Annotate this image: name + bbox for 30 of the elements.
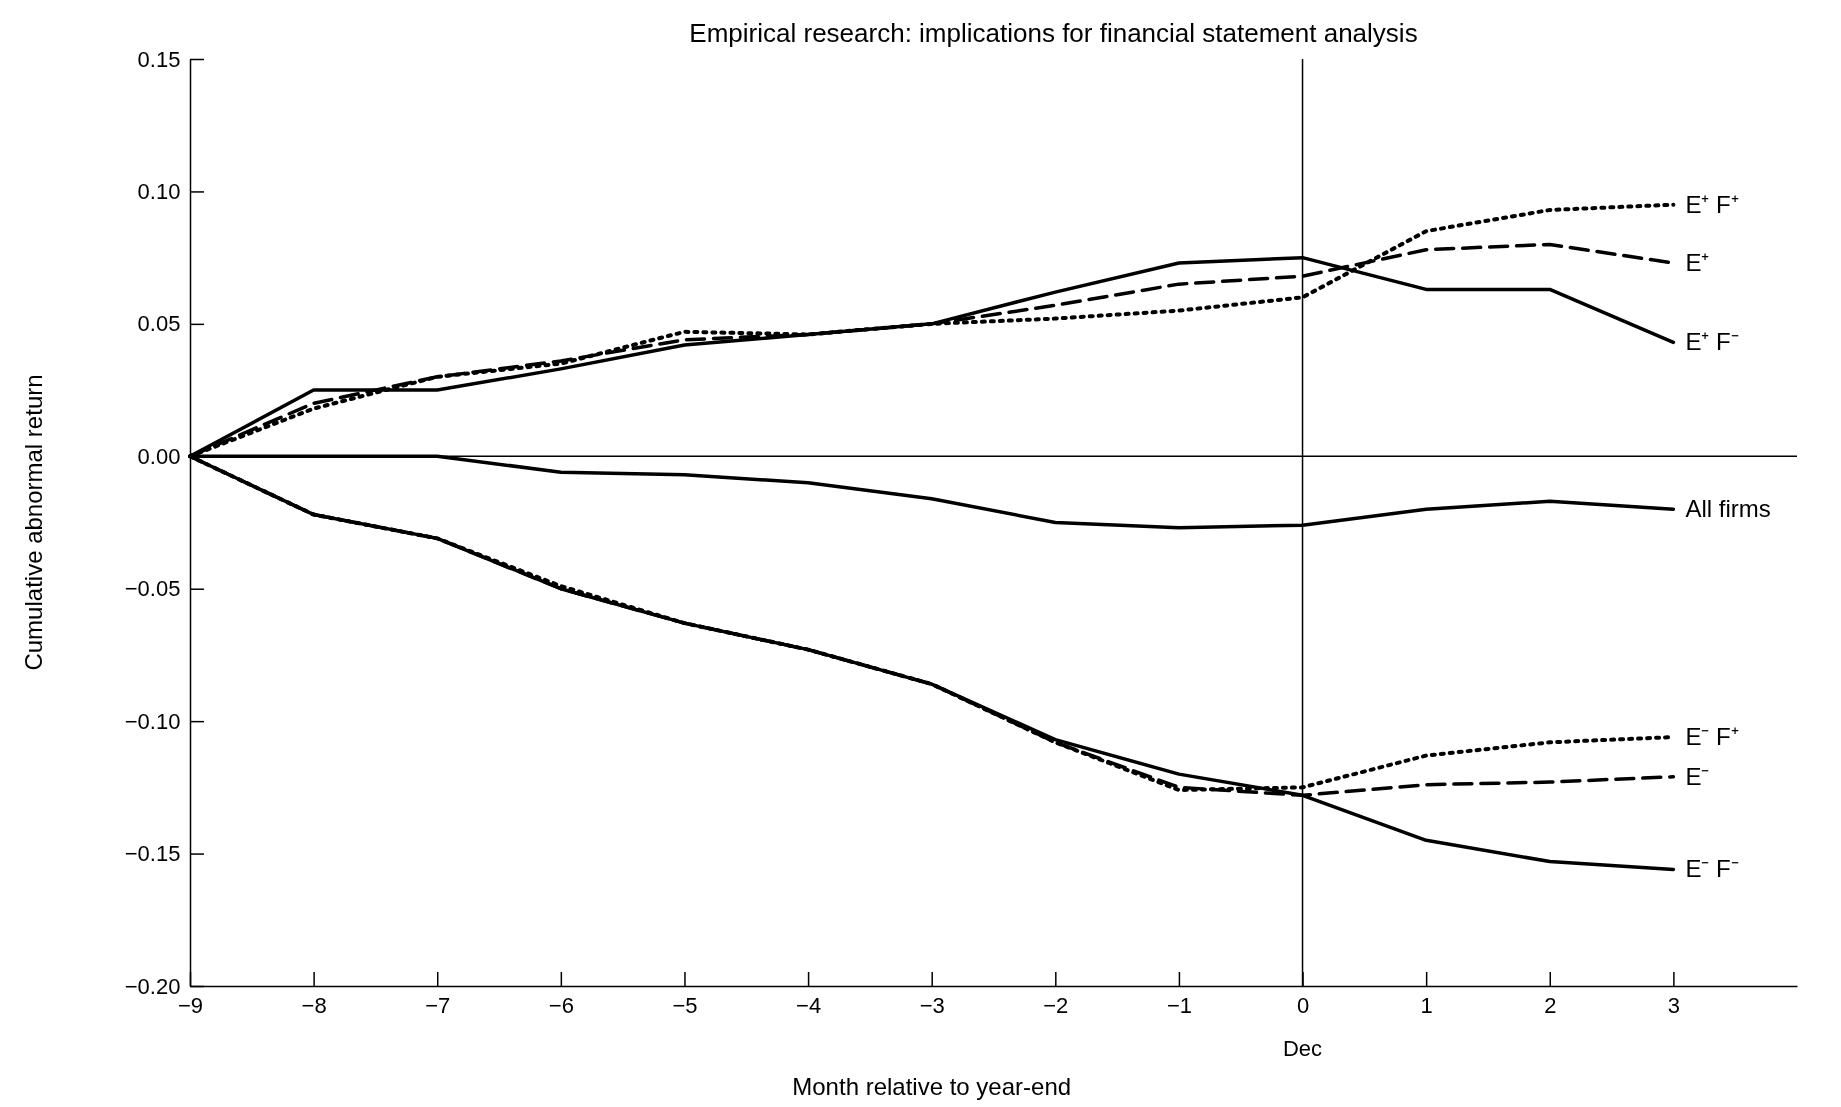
series-label: E⁺ F⁺ [1685, 190, 1739, 218]
series-label: E⁻ F⁺ [1685, 723, 1739, 751]
x-tick-label: 0 [1296, 993, 1310, 1019]
y-tick-label: −0.15 [124, 841, 181, 867]
x-tick-label: −6 [548, 993, 574, 1019]
y-tick-label: 0.05 [137, 311, 181, 337]
chart-title: Empirical research: implications for financial statement analysis [689, 18, 1418, 48]
y-tick-label: −0.10 [124, 708, 181, 734]
x-tick-label: 3 [1667, 993, 1681, 1019]
y-tick-label: 0.00 [137, 443, 181, 469]
y-tick-label: 0.15 [137, 46, 181, 72]
series-label: E⁺ F⁻ [1685, 328, 1739, 356]
y-tick-label: 0.10 [137, 178, 181, 204]
x-tick-label: −8 [301, 993, 327, 1019]
x-tick-label: −2 [1043, 993, 1069, 1019]
x-tick-label: 2 [1544, 993, 1557, 1019]
x-tick-label: −5 [672, 993, 698, 1019]
series-label: E⁻ [1685, 762, 1710, 790]
x-tick-label: −3 [919, 993, 945, 1019]
series-label: E⁺ [1685, 248, 1710, 276]
x-tick-label: −7 [425, 993, 451, 1019]
ref-line-label: Dec [1282, 1036, 1323, 1061]
x-tick-label: −4 [796, 993, 822, 1019]
series-label: E⁻ F⁻ [1685, 855, 1739, 883]
series-label: All firms [1685, 495, 1771, 523]
x-axis-title: Month relative to year-end [792, 1073, 1072, 1100]
x-tick-label: −1 [1166, 993, 1192, 1019]
y-tick-label: −0.05 [124, 576, 181, 602]
y-axis-title: Cumulative abnormal return [20, 374, 47, 671]
x-tick-label: 1 [1420, 993, 1433, 1019]
